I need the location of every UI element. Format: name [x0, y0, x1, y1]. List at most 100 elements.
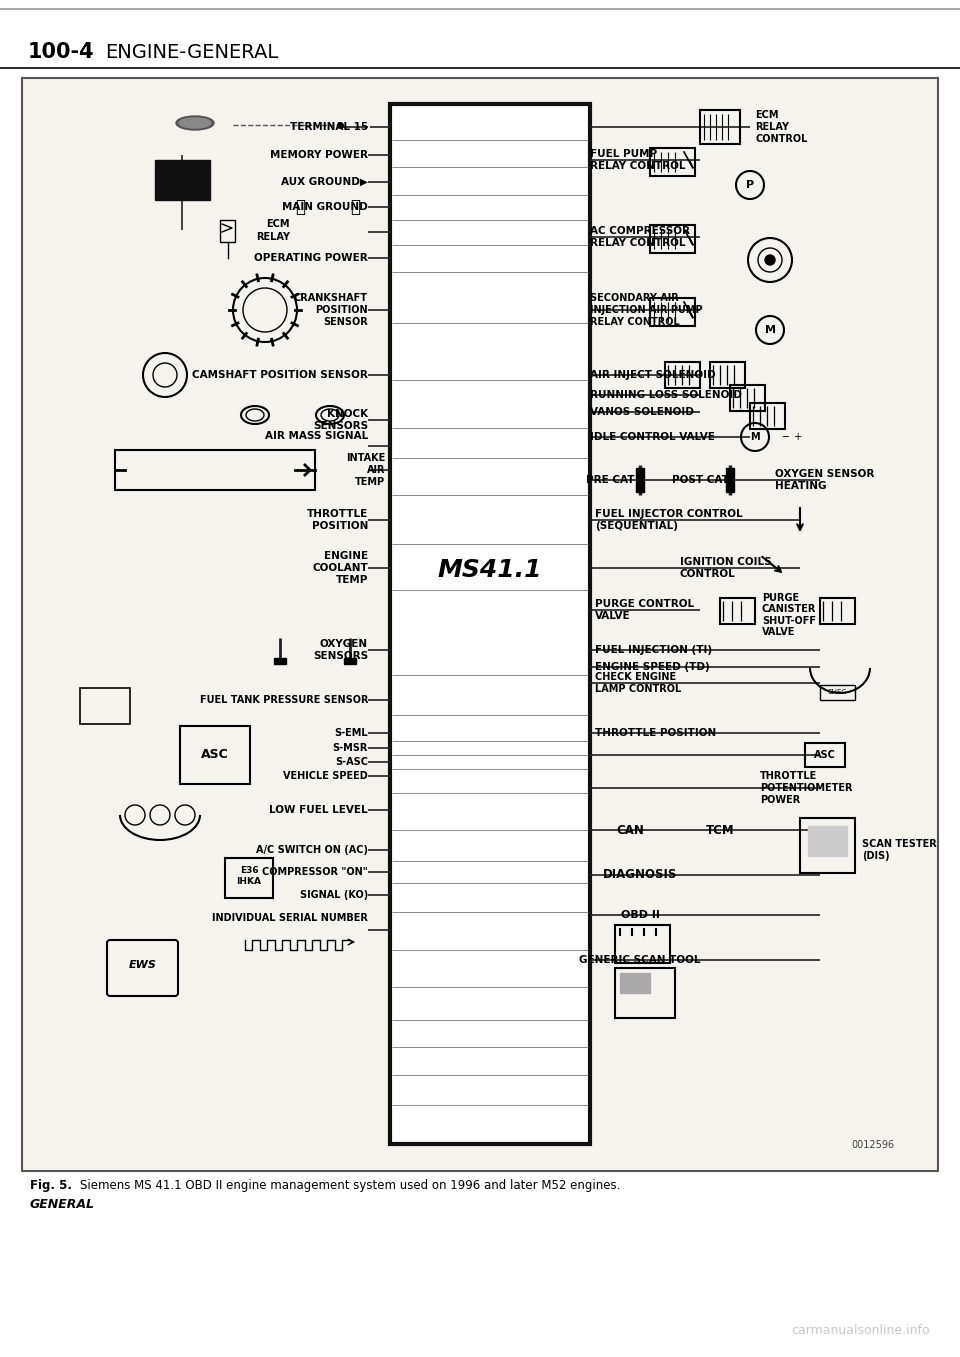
Text: VANOS SOLENOID: VANOS SOLENOID [590, 407, 694, 417]
Text: CAN: CAN [616, 824, 644, 836]
Text: OXYGEN SENSOR
HEATING: OXYGEN SENSOR HEATING [775, 470, 875, 491]
Text: DIAGNOSIS: DIAGNOSIS [603, 868, 677, 882]
Text: THROTTLE
POSITION: THROTTLE POSITION [307, 509, 368, 531]
Text: ─  +: ─ + [782, 432, 803, 442]
Text: S-ASC: S-ASC [335, 757, 368, 767]
Text: RUNNING LOSS SOLENOID: RUNNING LOSS SOLENOID [590, 389, 742, 400]
Text: PURGE CONTROL
VALVE: PURGE CONTROL VALVE [595, 600, 694, 620]
Text: ENGINE
COOLANT
TEMP: ENGINE COOLANT TEMP [312, 551, 368, 585]
Bar [650, 148, 695, 176]
Text: E36
IHKA: E36 IHKA [236, 866, 261, 886]
Text: GENERAL: GENERAL [30, 1198, 95, 1212]
Text: IGNITION COILS
CONTROL: IGNITION COILS CONTROL [680, 558, 772, 579]
Text: Fig. 5.: Fig. 5. [30, 1178, 72, 1191]
Bar [650, 299, 695, 326]
Bar [620, 973, 650, 993]
FancyArrowPatch shape [797, 508, 803, 529]
Text: FUEL TANK PRESSURE SENSOR: FUEL TANK PRESSURE SENSOR [200, 695, 368, 706]
Text: FUEL PUMP
RELAY CONTROL: FUEL PUMP RELAY CONTROL [590, 149, 685, 171]
Bar [615, 925, 670, 963]
Text: ⏚: ⏚ [295, 198, 305, 216]
Text: SECONDARY AIR
INJECTION AIR PUMP
RELAY CONTROL: SECONDARY AIR INJECTION AIR PUMP RELAY C… [590, 293, 703, 327]
Text: PURGE
CANISTER
SHUT-OFF
VALVE: PURGE CANISTER SHUT-OFF VALVE [762, 593, 816, 638]
Text: M: M [764, 324, 776, 335]
Text: ECM: ECM [267, 218, 290, 229]
Text: S-MSR: S-MSR [332, 744, 368, 753]
Text: AUX GROUND▶: AUX GROUND▶ [281, 176, 368, 187]
Text: VEHICLE SPEED: VEHICLE SPEED [283, 771, 368, 782]
Text: POST CAT: POST CAT [672, 475, 729, 484]
Text: OBD II: OBD II [620, 911, 660, 920]
Bar [700, 110, 740, 144]
Bar [665, 362, 700, 388]
Bar [720, 598, 755, 624]
Bar [636, 468, 644, 493]
Text: ENGINE SPEED (TD): ENGINE SPEED (TD) [595, 662, 709, 672]
Bar [730, 385, 765, 411]
Text: ASC: ASC [202, 749, 228, 761]
Text: COMPRESSOR "ON": COMPRESSOR "ON" [262, 867, 368, 877]
Bar [274, 658, 286, 664]
Bar [220, 220, 235, 242]
Text: AIR INJECT SOLENOID: AIR INJECT SOLENOID [590, 370, 715, 380]
Text: RELAY: RELAY [256, 232, 290, 242]
Bar [726, 468, 734, 493]
Text: EWS: EWS [129, 959, 156, 970]
Bar [155, 160, 210, 199]
Text: ASC: ASC [814, 750, 836, 760]
Text: TCM: TCM [706, 824, 734, 836]
Text: LOW FUEL LEVEL: LOW FUEL LEVEL [270, 805, 368, 816]
Text: MEMORY POWER: MEMORY POWER [270, 151, 368, 160]
Text: GENERIC SCAN TOOL: GENERIC SCAN TOOL [579, 955, 701, 965]
Text: A/C SWITCH ON (AC): A/C SWITCH ON (AC) [256, 845, 368, 855]
Bar [650, 225, 695, 252]
Bar [344, 658, 356, 664]
Circle shape [765, 255, 775, 265]
Text: INDIVIDUAL SERIAL NUMBER: INDIVIDUAL SERIAL NUMBER [212, 913, 368, 923]
Bar [710, 362, 745, 388]
Text: CHEC: CHEC [828, 689, 847, 695]
Text: IDLE CONTROL VALVE: IDLE CONTROL VALVE [590, 432, 715, 442]
Text: 0012596: 0012596 [852, 1140, 895, 1149]
Bar [808, 826, 847, 856]
Text: INTAKE
AIR
TEMP: INTAKE AIR TEMP [346, 453, 385, 487]
Text: KNOCK
SENSORS: KNOCK SENSORS [313, 410, 368, 430]
Text: M: M [750, 432, 759, 442]
Bar [115, 451, 315, 490]
Text: PRE CAT: PRE CAT [586, 475, 635, 484]
Ellipse shape [176, 115, 214, 130]
Text: 100-4: 100-4 [28, 42, 95, 62]
Text: carmanualsonline.info: carmanualsonline.info [791, 1323, 930, 1337]
Text: Siemens MS 41.1 OBD II engine management system used on 1996 and later M52 engin: Siemens MS 41.1 OBD II engine management… [80, 1178, 620, 1191]
Text: CRANKSHAFT
POSITION
SENSOR: CRANKSHAFT POSITION SENSOR [294, 293, 368, 327]
Text: AC COMPRESSOR
RELAY CONTROL: AC COMPRESSOR RELAY CONTROL [590, 227, 690, 248]
Text: TERMINAL 15: TERMINAL 15 [290, 122, 368, 132]
Text: OXYGEN
SENSORS: OXYGEN SENSORS [313, 639, 368, 661]
Text: S-EML: S-EML [334, 727, 368, 738]
Bar [180, 726, 250, 784]
Text: CAMSHAFT POSITION SENSOR: CAMSHAFT POSITION SENSOR [192, 370, 368, 380]
Bar [820, 598, 855, 624]
Text: SCAN TESTER
(DIS): SCAN TESTER (DIS) [862, 839, 937, 860]
Text: OPERATING POWER: OPERATING POWER [254, 252, 368, 263]
Text: THROTTLE POSITION: THROTTLE POSITION [595, 727, 716, 738]
Bar [22, 77, 938, 1171]
Bar [390, 104, 590, 1144]
Text: SIGNAL (KO): SIGNAL (KO) [300, 890, 368, 900]
Text: ENGINE-GENERAL: ENGINE-GENERAL [105, 42, 278, 61]
Bar [225, 858, 273, 898]
Bar [820, 685, 855, 700]
Text: MAIN GROUND: MAIN GROUND [282, 202, 368, 212]
Text: AIR MASS SIGNAL: AIR MASS SIGNAL [265, 432, 368, 441]
Text: P: P [746, 180, 754, 190]
Text: CHECK ENGINE
LAMP CONTROL: CHECK ENGINE LAMP CONTROL [595, 672, 682, 693]
Text: FUEL INJECTION (TI): FUEL INJECTION (TI) [595, 645, 712, 655]
Text: MS41.1: MS41.1 [438, 558, 542, 582]
Bar [750, 403, 785, 429]
Bar [615, 968, 675, 1018]
Ellipse shape [179, 118, 211, 128]
Bar [80, 688, 130, 725]
Text: FUEL INJECTOR CONTROL
(SEQUENTIAL): FUEL INJECTOR CONTROL (SEQUENTIAL) [595, 509, 743, 531]
Text: ⏚: ⏚ [350, 198, 360, 216]
Text: THROTTLE
POTENTIOMETER
POWER: THROTTLE POTENTIOMETER POWER [760, 771, 852, 805]
